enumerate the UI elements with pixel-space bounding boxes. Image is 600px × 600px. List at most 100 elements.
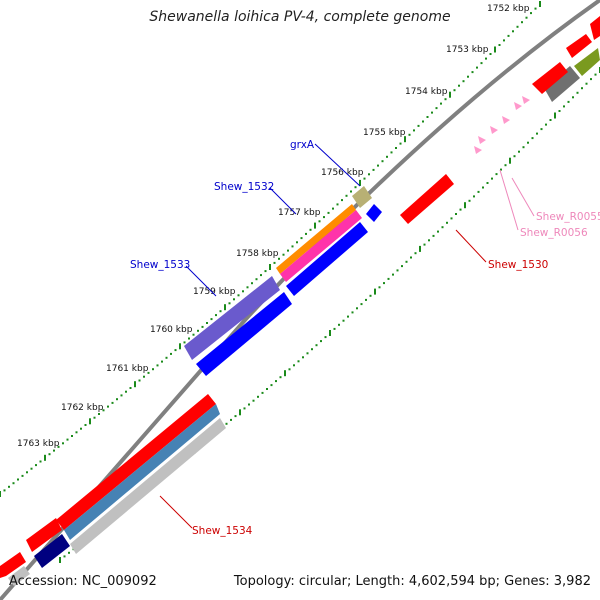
ruler-dot [432,234,435,237]
ruler-dot [539,1,541,7]
ruler-dot [314,222,316,229]
ruler-dot [293,364,295,367]
gene-feature[interactable] [590,16,600,40]
ruler-dot [129,387,132,389]
ruler-dot [26,471,28,474]
ruler-dot [261,391,264,394]
ruler-dot [503,39,505,42]
ruler-dot [572,96,574,99]
ruler-dot [197,329,199,332]
label-leader-line [455,229,487,263]
trna-feature[interactable] [522,96,530,104]
ruler-dot [486,182,489,184]
ruler-dot [230,418,232,421]
ruler-dot [435,107,438,110]
gene-feature[interactable] [196,292,292,376]
gene-feature[interactable] [366,204,382,222]
ruler-dot [279,376,282,379]
ruler-dot [365,298,367,301]
ruler-dot [111,401,114,404]
trna-feature[interactable] [474,146,482,154]
ruler-dot [549,119,552,121]
ruler-dot [152,368,154,371]
label-leader-line [511,177,535,217]
gene-shew-1530[interactable] [400,174,454,224]
ruler-dot [260,274,262,277]
gene-feature[interactable] [34,534,70,568]
gene-feature[interactable] [574,48,600,76]
ruler-dot [459,208,462,211]
kbp-label: 1754 kbp [405,87,448,97]
ruler-dot [257,395,259,398]
ruler-dot [210,318,213,321]
kbp-label: 1759 kbp [193,287,236,297]
ruler-dot [255,278,258,281]
gene-feature[interactable] [70,418,226,554]
ruler-dot [363,177,366,180]
ruler-dot [300,237,303,240]
label-leader-line [269,187,297,215]
gene-feature[interactable] [8,566,30,586]
ruler-dot [581,87,583,90]
kbp-label: 1763 kbp [17,439,60,449]
gene-feature[interactable] [286,222,368,296]
gene-grxa[interactable] [352,186,372,208]
ruler-dot [540,128,543,131]
kbp-label: 1752 kbp [487,4,530,14]
gene-shew-1533[interactable] [184,276,280,360]
ruler-dot [453,89,456,92]
ruler-dot [206,322,208,324]
ruler-dot [297,360,300,363]
gene-feature[interactable] [280,210,362,282]
gene-shew-1532[interactable] [276,204,356,274]
gene-feature[interactable] [532,62,568,94]
ruler-dot [500,168,502,171]
ruler-dot [270,384,273,387]
ruler-dot [455,213,457,215]
ruler-dot [356,307,358,310]
ruler-dot [302,356,304,359]
ruler-dot [116,398,118,401]
trna-feature[interactable] [502,116,510,124]
ruler-dot [471,71,474,74]
ruler-dot [161,360,163,363]
ruler-dot [21,474,24,477]
kbp-label: 1753 kbp [446,45,489,55]
ruler-dot [399,142,402,145]
ruler-dot [311,348,313,351]
ruler-dot [75,431,78,434]
gene-feature[interactable] [566,34,592,58]
trna-feature[interactable] [490,126,498,134]
ruler-dot [39,460,42,463]
ruler-dot [530,12,532,15]
ruler-dot [233,298,235,301]
ruler-dot [422,120,424,123]
ruler-dot [437,230,439,233]
ruler-dot [359,179,361,186]
trna-feature[interactable] [478,136,486,144]
ruler-dot [446,221,448,224]
ruler-dot [243,407,246,410]
gene-feature[interactable] [544,66,580,102]
ruler-dot [93,416,96,419]
ruler-dot [408,133,411,136]
trna-feature[interactable] [514,102,522,110]
ruler-dot [354,186,357,189]
ruler-dot [3,489,6,492]
ruler-dot [0,491,1,497]
gene-label-shew-1530: Shew_1530 [488,259,548,271]
ruler-dot [63,555,66,558]
ruler-dot [282,253,285,256]
ruler-dot [338,323,340,326]
gene-feature[interactable] [64,404,220,540]
gene-feature[interactable] [26,518,62,552]
ruler-dot [17,478,19,481]
gene-shew-1534[interactable] [56,394,216,530]
map-title: Shewanella loihica PV-4, complete genome [149,9,451,25]
ruler-dot [170,352,172,355]
ruler-dot [192,333,195,336]
gene-feature[interactable] [0,552,26,578]
ruler-dot [318,220,321,223]
ruler-dot [396,269,399,272]
